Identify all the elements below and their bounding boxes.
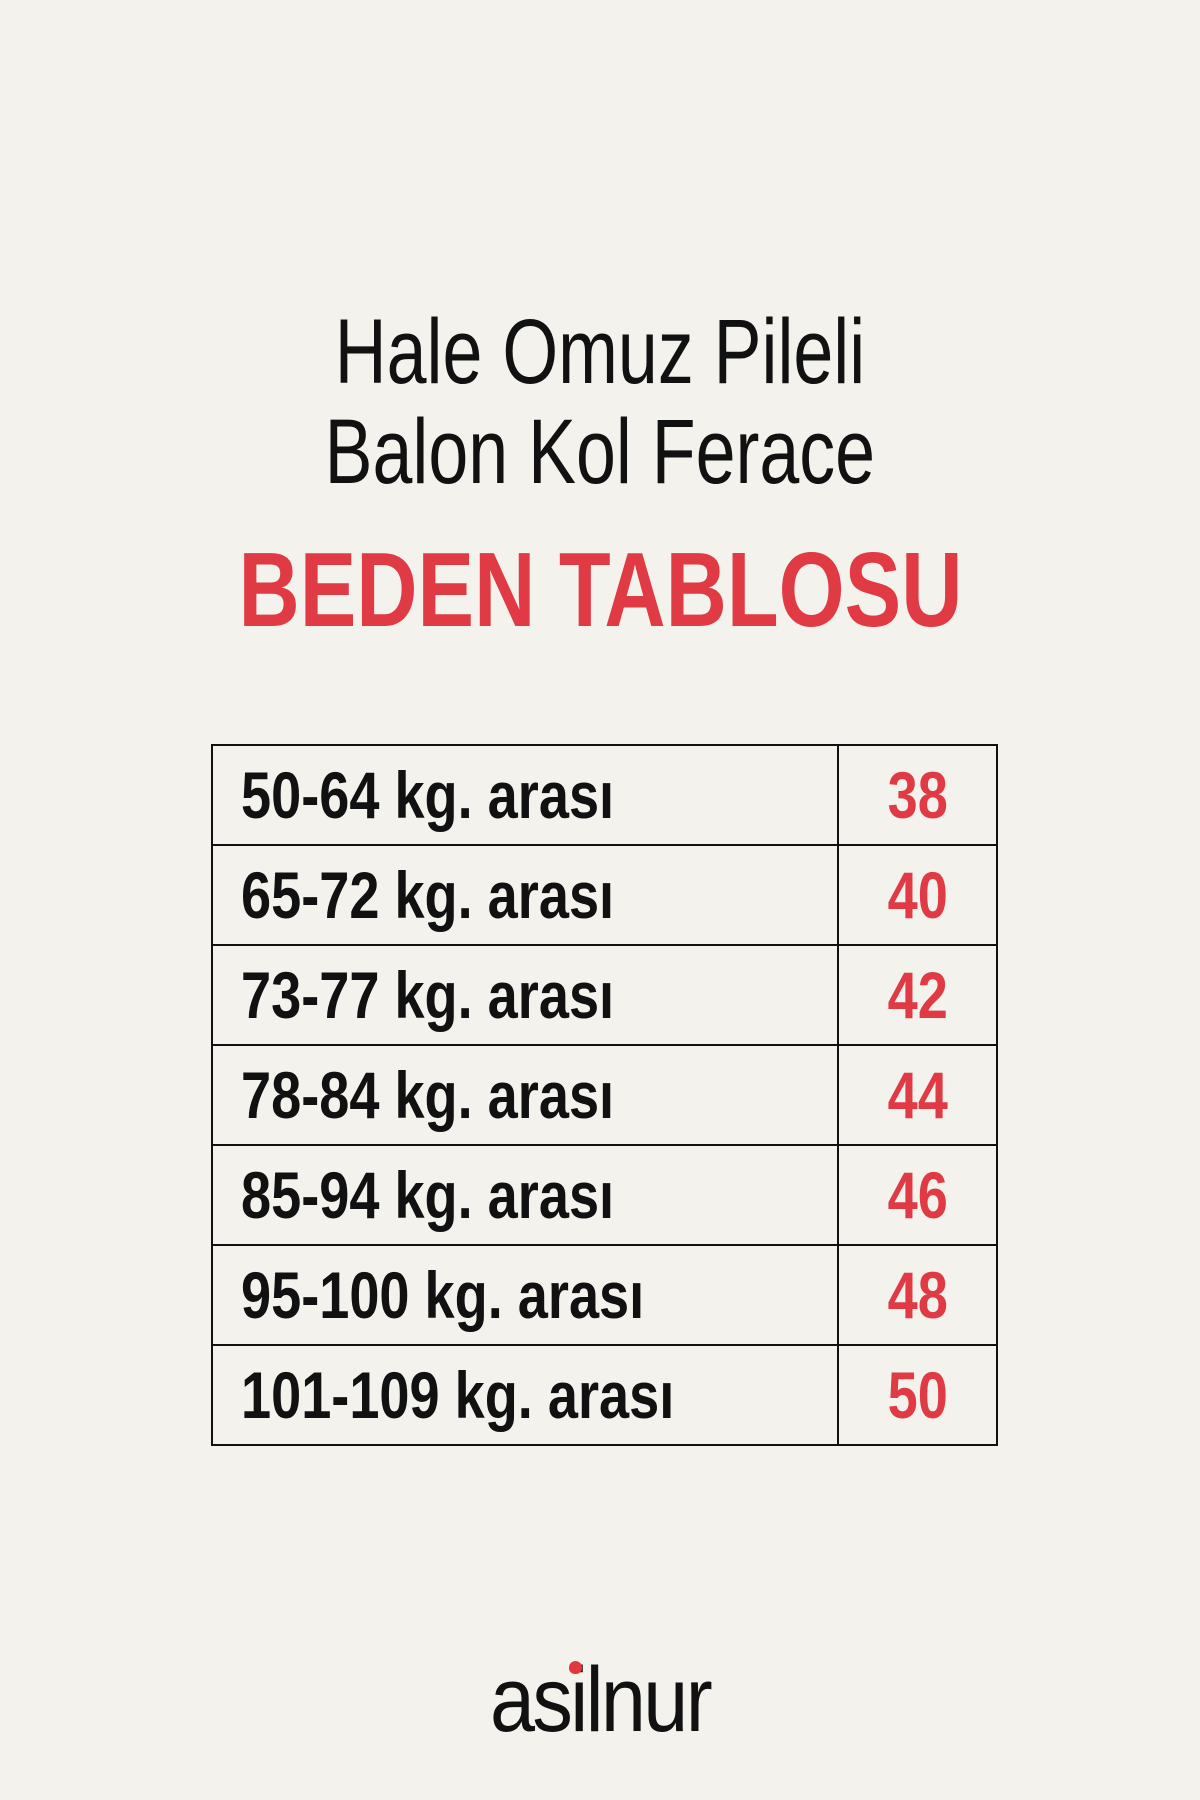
logo-tulip-icon xyxy=(569,1661,582,1674)
table-row: 65-72 kg. arası 40 xyxy=(211,844,998,946)
title-text: Balon Kol Ferace xyxy=(324,401,876,503)
size-chart-heading: BEDEN TABLOSU xyxy=(0,530,1200,651)
size-value: 50 xyxy=(887,1358,948,1432)
weight-range: 50-64 kg. arası xyxy=(241,758,615,832)
size-cell: 50 xyxy=(837,1344,998,1446)
weight-range: 95-100 kg. arası xyxy=(241,1258,645,1332)
size-value: 42 xyxy=(887,958,948,1032)
size-table: 50-64 kg. arası 38 65-72 kg. arası 40 73-77 … xyxy=(211,744,998,1446)
weight-range-cell: 65-72 kg. arası xyxy=(211,844,839,946)
weight-range-cell: 50-64 kg. arası xyxy=(211,744,839,846)
size-value: 48 xyxy=(887,1258,948,1332)
table-row: 78-84 kg. arası 44 xyxy=(211,1044,998,1146)
size-cell: 46 xyxy=(837,1144,998,1246)
weight-range-cell: 95-100 kg. arası xyxy=(211,1244,839,1346)
weight-range: 65-72 kg. arası xyxy=(241,858,615,932)
size-cell: 42 xyxy=(837,944,998,1046)
weight-range-cell: 85-94 kg. arası xyxy=(211,1144,839,1246)
product-title-line2: Balon Kol Ferace xyxy=(0,400,1200,505)
table-row: 50-64 kg. arası 38 xyxy=(211,744,998,846)
brand-text: asilnur xyxy=(489,1649,713,1751)
weight-range-cell: 73-77 kg. arası xyxy=(211,944,839,1046)
table-row: 73-77 kg. arası 42 xyxy=(211,944,998,1046)
size-value: 44 xyxy=(887,1058,948,1132)
size-cell: 40 xyxy=(837,844,998,946)
size-cell: 44 xyxy=(837,1044,998,1146)
weight-range-cell: 78-84 kg. arası xyxy=(211,1044,839,1146)
table-row: 85-94 kg. arası 46 xyxy=(211,1144,998,1246)
size-cell: 48 xyxy=(837,1244,998,1346)
heading-text: BEDEN TABLOSU xyxy=(238,531,962,649)
weight-range: 78-84 kg. arası xyxy=(241,1058,615,1132)
title-text: Hale Omuz Pileli xyxy=(334,301,866,403)
weight-range: 101-109 kg. arası xyxy=(241,1358,675,1432)
weight-range: 73-77 kg. arası xyxy=(241,958,615,1032)
table-row: 101-109 kg. arası 50 xyxy=(211,1344,998,1446)
size-value: 40 xyxy=(887,858,948,932)
weight-range: 85-94 kg. arası xyxy=(241,1158,615,1232)
product-title-line1: Hale Omuz Pileli xyxy=(0,300,1200,405)
brand-logo: asilnur xyxy=(0,1648,1200,1753)
weight-range-cell: 101-109 kg. arası xyxy=(211,1344,839,1446)
size-value: 46 xyxy=(887,1158,948,1232)
size-cell: 38 xyxy=(837,744,998,846)
table-row: 95-100 kg. arası 48 xyxy=(211,1244,998,1346)
size-value: 38 xyxy=(887,758,948,832)
